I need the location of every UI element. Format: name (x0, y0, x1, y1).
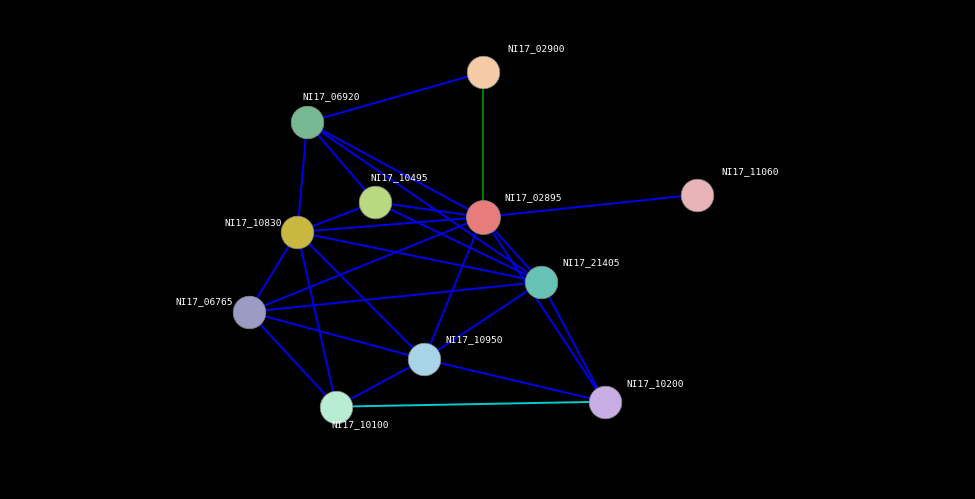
Point (475, 68, 490, 76)
Point (597, 398, 612, 406)
Text: NI17_10200: NI17_10200 (626, 379, 683, 388)
Text: NI17_10495: NI17_10495 (370, 173, 428, 182)
Text: NI17_11060: NI17_11060 (722, 167, 779, 176)
Text: NI17_06765: NI17_06765 (176, 297, 233, 306)
Text: NI17_02900: NI17_02900 (507, 44, 565, 53)
Point (290, 228, 305, 236)
Text: NI17_10100: NI17_10100 (332, 420, 389, 429)
Text: NI17_06920: NI17_06920 (302, 92, 360, 101)
Point (416, 355, 432, 363)
Text: NI17_02895: NI17_02895 (504, 193, 562, 202)
Text: NI17_21405: NI17_21405 (563, 258, 620, 267)
Point (475, 213, 490, 221)
Point (689, 191, 705, 199)
Point (533, 278, 549, 286)
Point (299, 118, 315, 126)
Point (241, 308, 256, 316)
Text: NI17_10950: NI17_10950 (446, 335, 503, 344)
Point (329, 403, 344, 411)
Text: NI17_10830: NI17_10830 (224, 218, 282, 227)
Point (368, 198, 383, 206)
